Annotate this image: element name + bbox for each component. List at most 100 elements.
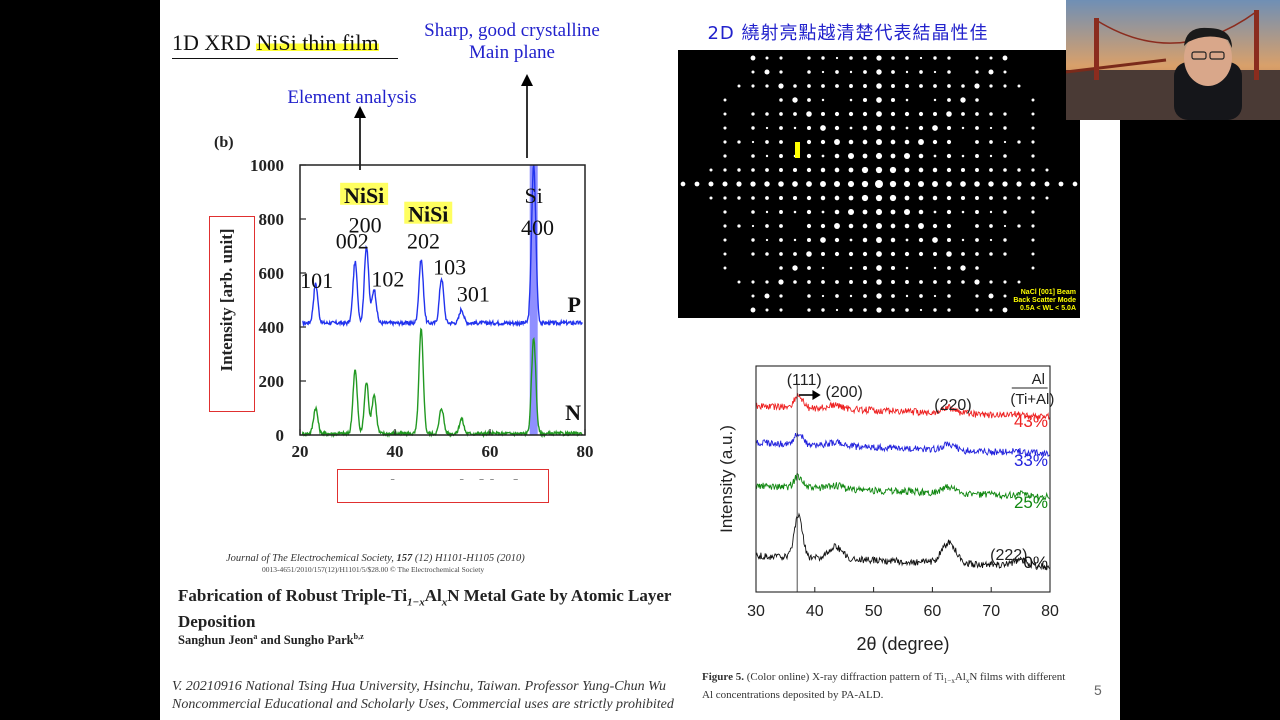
diffraction-spot [903,208,911,216]
tialn-xrd-chart: 30 40 50 60 70 80 2θ (degree) Intensity (a.u.) (… [717,365,1059,654]
diffraction-spot [889,194,897,202]
diffraction-spot [1003,84,1007,88]
diffraction-spot [765,280,769,284]
diffraction-spot [989,168,993,172]
diffraction-spot [975,56,979,60]
diffraction-spot [723,224,727,228]
diffraction-spot [975,98,979,102]
tialn-x-tick-label: 30 [747,603,765,620]
diffraction-spot [765,56,769,60]
diffraction-spot [989,56,993,60]
webcam-video[interactable] [1066,0,1280,120]
diffraction-spot [849,70,853,74]
diffraction-spot [961,112,965,116]
diffraction-spot [1003,112,1007,116]
diffraction-spot [974,279,980,285]
slide: 1D XRD NiSi thin film Sharp, good crysta… [160,0,1120,720]
diffraction-spot [947,266,951,270]
diffraction-spot [960,195,966,201]
diffraction-spot [890,153,896,159]
diffraction-spot [835,84,839,88]
tialn-x-tick-label: 80 [1041,603,1059,620]
diffraction-spot [975,224,979,228]
diffraction-spot [1017,224,1021,228]
diffraction-spot [848,167,854,173]
diffraction-spot [834,251,840,257]
diffraction-spot [849,98,853,102]
diffraction-spot [989,112,993,116]
diffraction-spot [862,153,868,159]
diffraction-spot [891,280,895,284]
diffraction-spot [989,84,993,88]
diffraction-spot [820,125,826,131]
title-underline [172,58,398,59]
diffraction-spot [876,69,882,75]
si-peak-highlight [529,165,538,435]
diffraction-spot [849,238,853,242]
diffraction-spot [919,308,923,312]
figure5-caption-b: Al [954,671,966,683]
diffraction-spot [876,97,882,103]
diffraction-spot [821,210,825,214]
diffraction-spot [750,307,756,313]
journal-citation: Journal of The Electrochemical Society, … [226,553,525,564]
xrd-x-tick-label: 80 [577,442,594,461]
xrd-y-tick-label: 600 [259,264,285,283]
xrd-x-tick-label: 20 [292,442,309,461]
annotation-sharp: Sharp, good crystalline Main plane [410,20,614,64]
diffraction-spot [778,83,784,89]
diffraction-spot [764,69,770,75]
diffraction-spot [1003,252,1007,256]
diffraction-spot [806,167,812,173]
paper-title-part-c: N Metal Gate by Atomic Layer Deposition [178,586,672,632]
diffraction-spot [946,209,952,215]
diffraction-spot [834,195,840,201]
diffraction-spot [961,280,965,284]
diffraction-spot [904,251,910,257]
diffraction-spot [961,238,965,242]
diffraction-spot [891,294,895,298]
diffraction-spot [975,238,979,242]
figure5-caption-a: (Color online) X-ray diffraction pattern… [743,671,944,683]
diffraction-spot [849,294,853,298]
diffraction-spot [848,195,854,201]
diffraction-spot [918,153,924,159]
diffraction-spot [821,308,825,312]
tialn-label-33: 33% [1014,451,1048,470]
tialn-label-25: 25% [1014,493,1048,512]
diffraction-spot [946,125,952,131]
diffraction-spot [947,84,951,88]
diffraction-spot [847,180,855,188]
diffraction-spot [821,280,825,284]
diffraction-spot [904,167,910,173]
diffraction-spot [820,237,826,243]
diffraction-spot [875,222,883,230]
diffraction-spot [989,308,993,312]
diffraction-spot [1003,196,1007,200]
paper-title-part-a: Fabrication of Robust Triple-Ti [178,586,408,605]
diffraction-spot [905,70,909,74]
author-2-sup: b,z [353,632,364,641]
diffraction-spot [863,84,867,88]
diffraction-spot [890,97,896,103]
diffraction-spot [974,83,980,89]
diffraction-spot [890,139,896,145]
diffraction-spot [876,237,882,243]
diffraction-spot [918,167,924,173]
diffraction-spot [1002,307,1008,313]
diffraction-spot [890,265,896,271]
diffraction-spot [1031,266,1035,270]
diffraction-spot [723,154,727,158]
diffraction-spot [847,152,855,160]
xrd-y-tick-label: 0 [276,426,285,445]
diffraction-spot [933,98,937,102]
diffraction-spot [779,266,783,270]
diffraction-spot [806,139,812,145]
tialn-peak-220: (220) [934,397,971,414]
diffraction-spot [933,294,937,298]
diffraction-spot [723,168,727,172]
diffraction-spot [876,83,882,89]
diffraction-spot [1031,238,1035,242]
diffraction-spot [833,180,841,188]
diffraction-spot [737,224,741,228]
